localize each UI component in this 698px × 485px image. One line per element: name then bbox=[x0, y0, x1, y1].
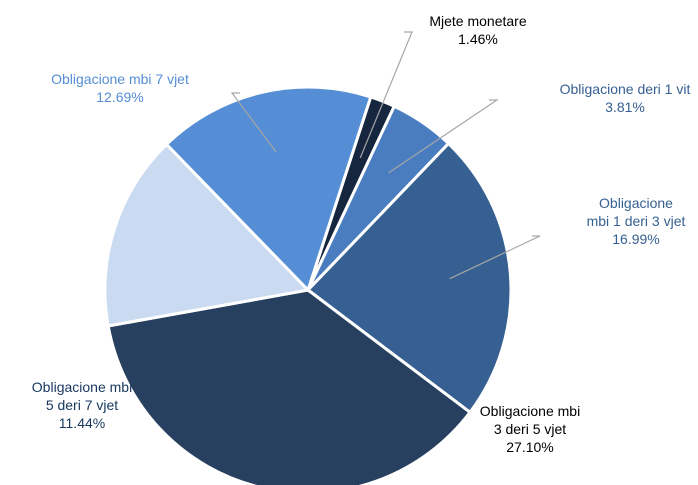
slice-label: Mjete monetare bbox=[429, 13, 527, 29]
slice-value: 3.81% bbox=[605, 99, 645, 115]
slice-value: 16.99% bbox=[612, 231, 660, 247]
pie-slice bbox=[103, 142, 312, 328]
leader-line bbox=[359, 31, 413, 159]
slice-label: Obligacione mbi 1 deri 3 vjet bbox=[586, 195, 686, 229]
leader-line bbox=[449, 235, 541, 280]
pie-slice bbox=[164, 85, 373, 293]
slice-label: Obligacione deri 1 vit bbox=[559, 81, 691, 97]
slice-label: Obligacione mbi 7 vjet bbox=[51, 71, 189, 87]
leader-line bbox=[230, 92, 277, 152]
slice-label: Obligacione mbi 3 deri 5 vjet bbox=[479, 403, 581, 437]
pie-slice bbox=[106, 288, 473, 485]
slice-value: 12.69% bbox=[96, 89, 144, 105]
slice-value: 11.44% bbox=[58, 415, 106, 431]
leader-line bbox=[388, 99, 499, 174]
slice-value: 27.10% bbox=[506, 439, 554, 455]
pie-slice bbox=[305, 141, 513, 415]
slice-value: 1.46% bbox=[458, 31, 498, 47]
slice-label: Obligacione mbi 5 deri 7 vjet bbox=[31, 379, 133, 413]
